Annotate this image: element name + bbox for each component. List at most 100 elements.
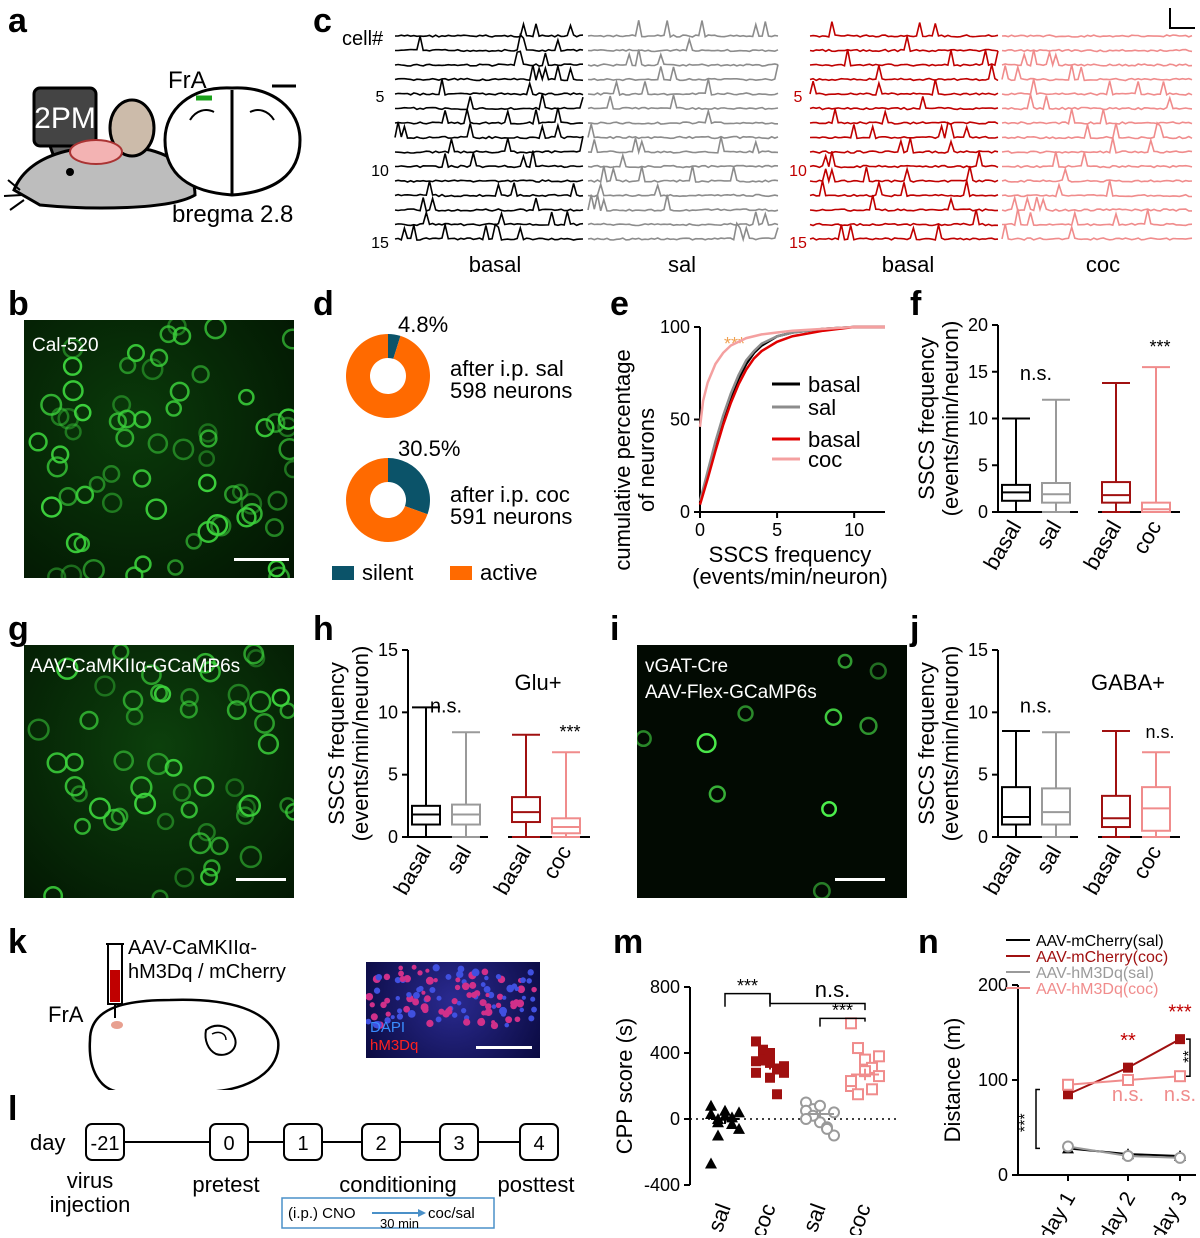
cell-body bbox=[64, 423, 82, 441]
trace-1-5 bbox=[587, 78, 779, 97]
m-sig-3: *** bbox=[832, 1001, 853, 1021]
cell-body bbox=[696, 733, 717, 754]
panel-label-j: j bbox=[910, 610, 920, 648]
cell-body bbox=[172, 326, 192, 346]
donut-2-percent: 30.5% bbox=[398, 436, 460, 461]
n-sig-left: *** bbox=[1017, 1113, 1034, 1132]
e-ylabel-1: cumulative percentage bbox=[610, 349, 635, 570]
n-point bbox=[1174, 1151, 1186, 1164]
cell-body bbox=[145, 498, 168, 521]
protocol-a: (i.p.) CNO bbox=[288, 1205, 356, 1222]
row-marker-5-black: 5 bbox=[376, 89, 385, 106]
e-legend-coc: coc bbox=[808, 447, 842, 472]
nucleus-dot bbox=[373, 987, 381, 994]
dye-label: Cal-520 bbox=[32, 335, 99, 356]
nucleus-dot bbox=[384, 1017, 391, 1024]
nucleus-dot bbox=[531, 986, 537, 993]
trace-0-4 bbox=[394, 64, 584, 82]
m-point bbox=[705, 1108, 717, 1120]
cell-body bbox=[79, 710, 99, 730]
scale-bar bbox=[1169, 8, 1195, 29]
trace-0-3 bbox=[394, 50, 583, 67]
ytick-label: 20 bbox=[968, 315, 988, 335]
box-2 bbox=[511, 796, 541, 824]
k-virus-1: AAV-CaMKIIα- bbox=[128, 937, 257, 959]
cell-body bbox=[46, 752, 68, 774]
panel-n-line: Distance (m) 0 100 200 day 1 day 2 day 3 AAV-mC… bbox=[940, 933, 1198, 1235]
m-point bbox=[733, 1122, 745, 1134]
cell-body bbox=[147, 433, 169, 454]
scale-bar bbox=[234, 558, 289, 561]
m-point bbox=[726, 1117, 738, 1129]
panel-j-boxplot: SSCS frequency (events/min/neuron) 0 5 10 15 b… bbox=[914, 640, 1180, 899]
donut-1-silent-slice bbox=[388, 334, 401, 359]
e-xtick-label: 10 bbox=[844, 520, 864, 540]
cell-body bbox=[57, 407, 80, 430]
cell-body bbox=[65, 532, 87, 554]
nucleus-dot bbox=[466, 992, 473, 998]
nucleus-dot bbox=[435, 1016, 442, 1023]
trace-2-10 bbox=[809, 151, 999, 169]
xtick-label-3: coc bbox=[1128, 841, 1167, 883]
panel-label-k: k bbox=[8, 923, 27, 961]
sig-right: n.s. bbox=[1145, 722, 1174, 742]
nucleus-dot bbox=[369, 1002, 375, 1008]
nucleus-dot bbox=[451, 1012, 458, 1018]
vgat-label-1: vGAT-Cre bbox=[645, 656, 729, 677]
nucleus-dot bbox=[499, 1006, 508, 1015]
trace-group-coc: coc bbox=[1086, 252, 1120, 277]
n-point bbox=[1174, 1070, 1186, 1083]
nucleus-dot bbox=[455, 977, 461, 983]
ylabel-1: SSCS frequency bbox=[324, 662, 349, 825]
xtick-label-1: sal bbox=[1031, 516, 1067, 553]
n-bracket-left bbox=[1035, 1088, 1040, 1150]
ylabel-2: (events/min/neuron) bbox=[938, 321, 963, 517]
nucleus-dot bbox=[380, 1001, 387, 1009]
xtick-label-3: coc bbox=[1128, 516, 1167, 558]
virus-text: virus bbox=[67, 1168, 113, 1193]
box-1 bbox=[1041, 787, 1071, 826]
trace-3-9 bbox=[1001, 137, 1193, 154]
nucleus-dot bbox=[531, 1006, 537, 1013]
xtick-label-1: sal bbox=[1031, 841, 1067, 878]
panel-f-boxplot: SSCS frequency (events/min/neuron) 0 5 10 15 2… bbox=[914, 315, 1180, 574]
m-point bbox=[852, 1042, 864, 1055]
m-point bbox=[779, 1067, 789, 1078]
n-ytick-label: 100 bbox=[978, 1070, 1008, 1090]
e-xtick-label: 0 bbox=[695, 520, 705, 540]
nucleus-dot bbox=[424, 995, 431, 1002]
legend-active: active bbox=[480, 560, 537, 585]
sig-ns: n.s. bbox=[430, 695, 462, 717]
legend-silent: silent bbox=[362, 560, 413, 585]
trace-1-8 bbox=[587, 123, 779, 140]
cell-body bbox=[159, 325, 178, 344]
trace-3-15 bbox=[1001, 223, 1193, 241]
xtick-label-2: basal bbox=[1078, 841, 1126, 899]
cell-body bbox=[174, 867, 195, 888]
e-series-3 bbox=[698, 325, 885, 428]
e-legend: basal sal basal coc bbox=[772, 372, 861, 472]
cell-body bbox=[60, 564, 83, 578]
xtick-label-0: basal bbox=[978, 841, 1026, 899]
trace-group-basal-1: basal bbox=[469, 252, 522, 277]
donut-1-percent: 4.8% bbox=[398, 312, 448, 337]
cell-body bbox=[200, 867, 218, 886]
box-0 bbox=[1001, 786, 1031, 826]
cell-body bbox=[204, 320, 227, 340]
n-point bbox=[1122, 1150, 1134, 1162]
box-3 bbox=[1141, 501, 1171, 513]
vgat-label-2: AAV-Flex-GCaMP6s bbox=[645, 682, 817, 703]
nucleus-dot bbox=[477, 1018, 486, 1027]
cell-body bbox=[235, 806, 255, 825]
e-legend-basal-2: basal bbox=[808, 427, 861, 452]
cell-body bbox=[108, 412, 127, 431]
cell-body bbox=[51, 445, 70, 464]
legend-swatch-silent bbox=[332, 566, 354, 580]
cell-body bbox=[267, 490, 288, 511]
trace-2-7 bbox=[809, 108, 999, 125]
cell-body bbox=[821, 800, 838, 817]
nucleus-dot bbox=[484, 1008, 493, 1016]
e-xlabel-1: SSCS frequency bbox=[709, 542, 872, 567]
cell-body bbox=[255, 418, 275, 438]
sagittal-brain-icon bbox=[88, 998, 280, 1090]
